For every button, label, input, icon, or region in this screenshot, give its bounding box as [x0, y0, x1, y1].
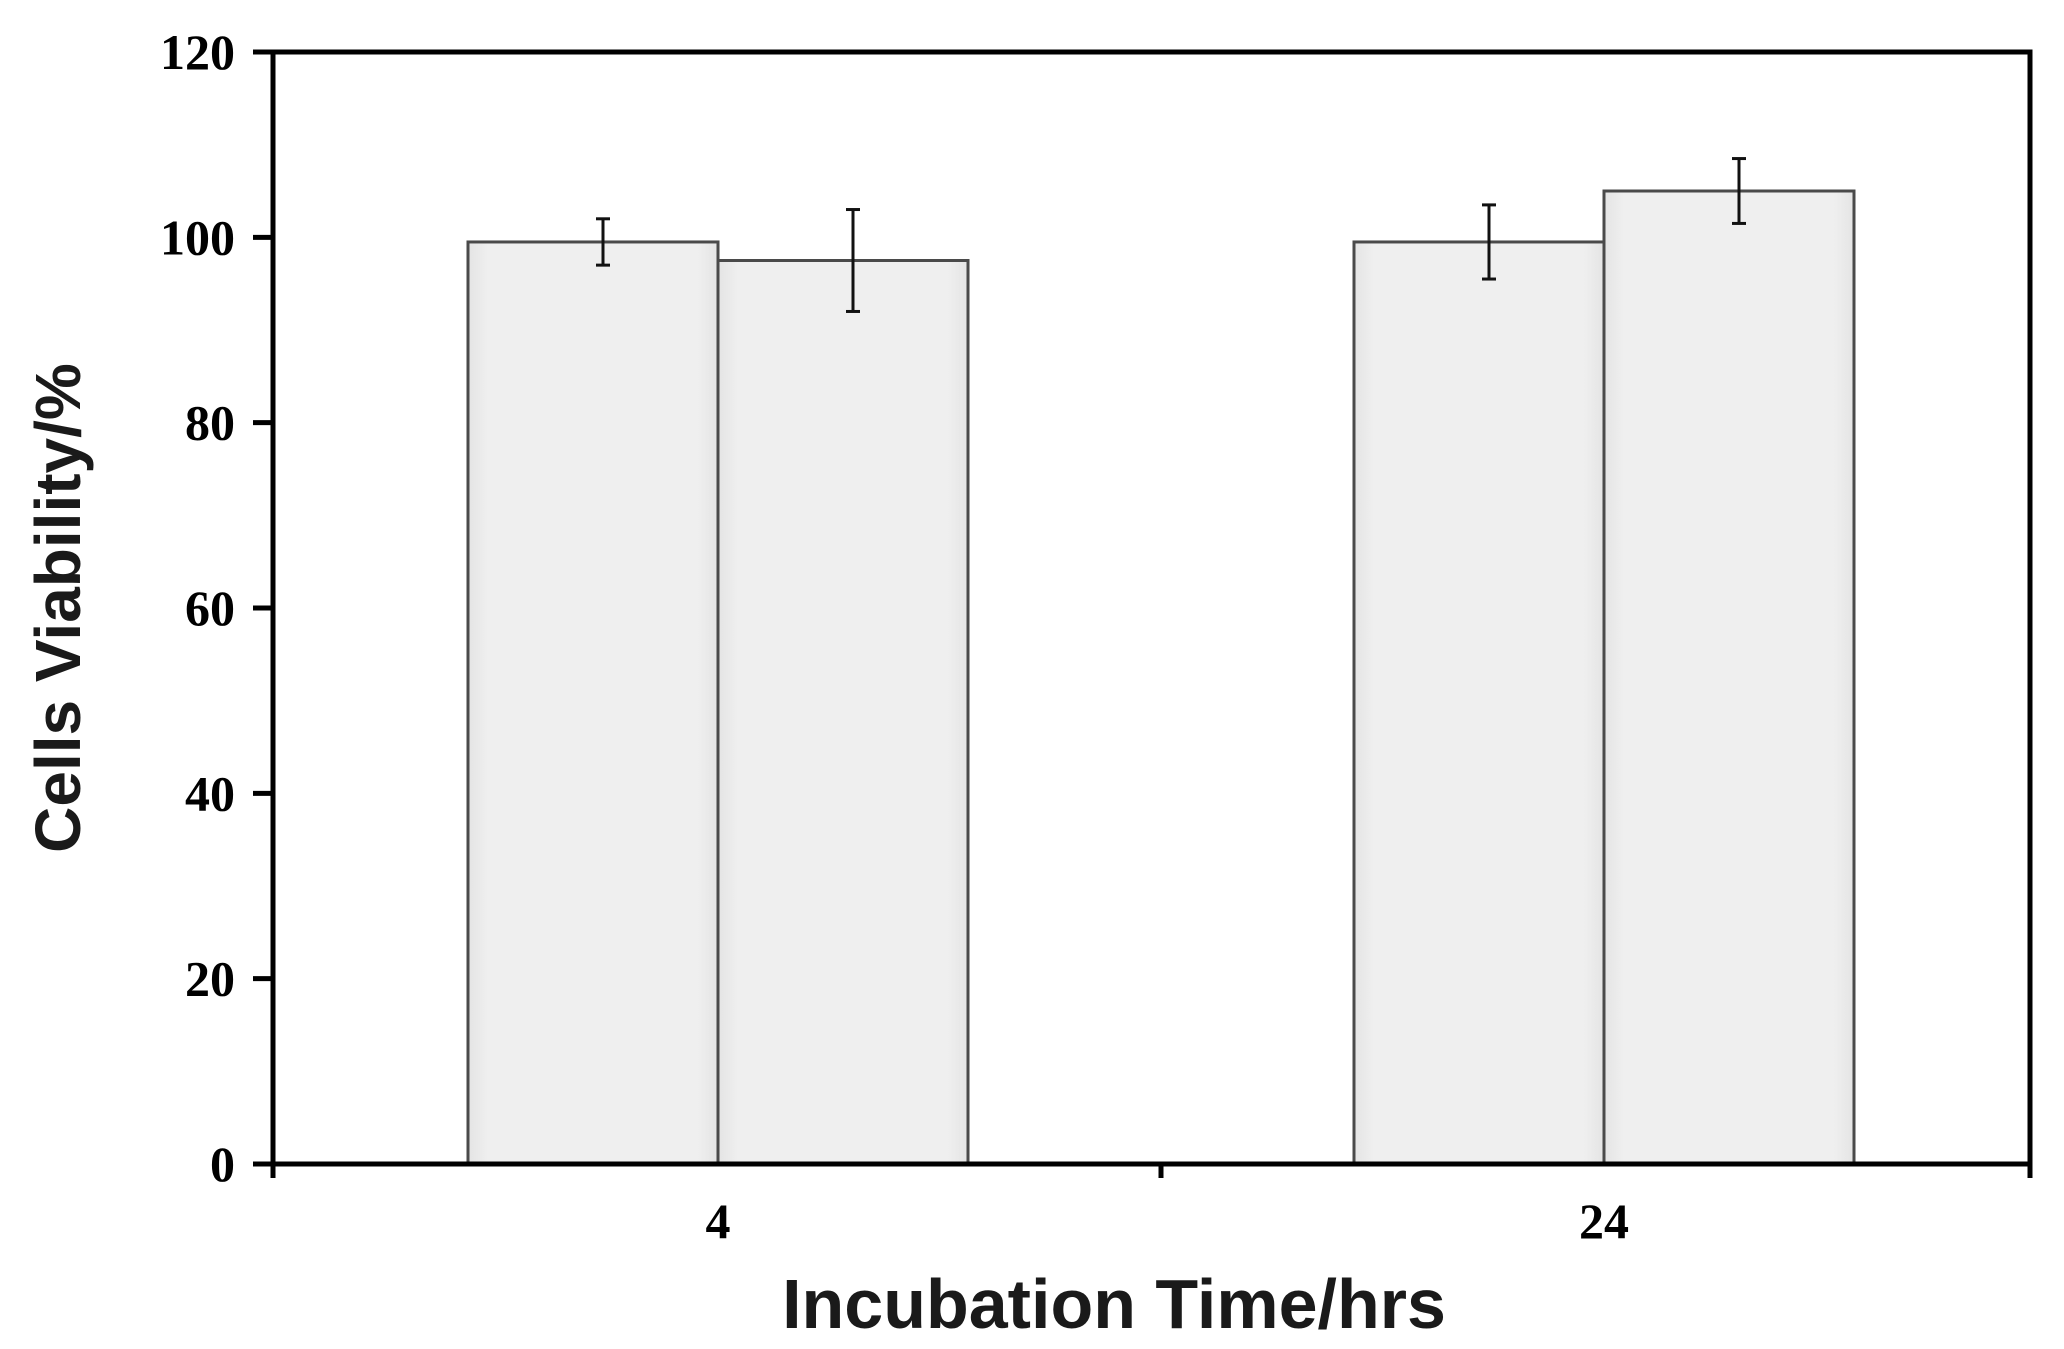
- error-bars-group: [596, 157, 1746, 313]
- bar: [1352, 240, 1606, 1166]
- y-tick-label: 20: [185, 951, 235, 1007]
- x-axis: 4 24: [270, 1164, 2033, 1249]
- y-tick-label: 80: [185, 395, 235, 451]
- y-axis: 0 20 40 60 80 100 120: [160, 24, 273, 1192]
- error-bar: [596, 217, 610, 267]
- y-tick-label: 0: [210, 1136, 235, 1192]
- x-tick-label: 4: [706, 1193, 731, 1249]
- bar: [1602, 189, 1856, 1166]
- y-axis-title: Cells Viability/%: [22, 363, 94, 853]
- y-tick-label: 120: [160, 24, 235, 80]
- y-tick-label: 100: [160, 209, 235, 265]
- y-tick-label: 40: [185, 765, 235, 821]
- error-bar: [846, 208, 860, 313]
- bar: [716, 259, 970, 1166]
- x-tick-label: 24: [1579, 1193, 1629, 1249]
- bars-group: [466, 189, 1856, 1166]
- bar: [466, 240, 720, 1166]
- error-bar: [1732, 157, 1746, 225]
- x-axis-title: Incubation Time/hrs: [782, 1265, 1446, 1343]
- y-tick-label: 60: [185, 580, 235, 636]
- error-bar: [1482, 203, 1496, 281]
